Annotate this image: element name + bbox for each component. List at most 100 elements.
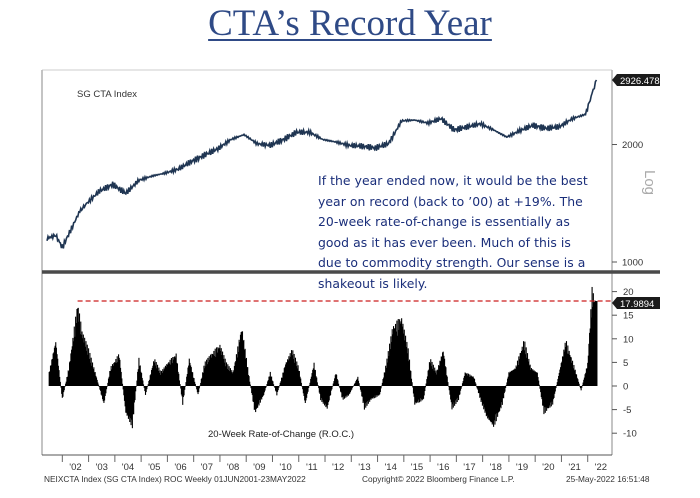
roc-bar	[414, 386, 416, 402]
roc-bar	[481, 386, 483, 401]
x-tick-label: '22	[595, 462, 607, 473]
roc-bar	[251, 386, 253, 395]
x-tick-label: '04	[122, 462, 134, 473]
roc-bar	[202, 372, 204, 386]
roc-bar	[75, 323, 77, 386]
roc-bar	[98, 386, 100, 387]
roc-bar	[363, 386, 365, 410]
roc-bar	[379, 386, 381, 395]
roc-bar	[574, 370, 576, 386]
roc-bar	[344, 386, 346, 396]
roc-bar	[426, 376, 429, 386]
roc-bar	[248, 376, 250, 386]
roc-bar	[495, 386, 497, 415]
roc-bar	[65, 383, 67, 386]
roc-bar	[130, 386, 132, 426]
roc-bar	[436, 374, 438, 386]
roc-bar	[68, 371, 70, 386]
roc-bar	[212, 354, 214, 386]
roc-bar	[433, 370, 435, 386]
roc-bar	[534, 371, 536, 386]
x-tick-label: '07	[201, 462, 213, 473]
roc-bar	[162, 371, 165, 386]
roc-bar	[544, 386, 546, 413]
roc-bar	[225, 366, 227, 386]
roc-bar	[361, 386, 363, 397]
roc-bar	[408, 359, 411, 386]
roc-bar	[129, 386, 131, 423]
roc-bar	[308, 386, 310, 388]
roc-bar	[223, 362, 226, 386]
roc-bar	[104, 386, 106, 401]
roc-bar	[87, 354, 89, 386]
roc-bar	[539, 386, 541, 389]
roc-bar	[114, 362, 116, 386]
roc-bar	[107, 382, 109, 386]
roc-bar	[385, 365, 387, 386]
roc-bar	[381, 385, 383, 387]
roc-bar	[96, 379, 98, 386]
roc-bar	[336, 374, 338, 386]
roc-bar	[587, 362, 589, 386]
roc-bar	[464, 372, 466, 386]
roc-bar	[172, 359, 175, 386]
roc-bar	[345, 386, 347, 398]
roc-bar	[72, 337, 74, 386]
roc-bar	[492, 386, 494, 424]
roc-bar	[389, 343, 391, 386]
roc-bar	[185, 382, 187, 386]
roc-bar	[210, 357, 212, 386]
roc-bar	[121, 378, 123, 386]
roc-bar	[309, 382, 311, 386]
roc-bar	[516, 360, 519, 386]
roc-bar	[241, 331, 244, 386]
roc-bar	[436, 369, 438, 386]
roc-bar	[48, 372, 50, 386]
roc-bar	[569, 354, 571, 386]
roc-bar	[170, 364, 172, 386]
roc-bar	[240, 332, 242, 386]
roc-bar	[566, 353, 568, 386]
roc-bar	[82, 334, 84, 386]
roc-bar	[371, 386, 373, 399]
roc-bar	[218, 348, 220, 386]
roc-bar	[182, 386, 184, 398]
roc-bar	[305, 386, 307, 401]
roc-bar	[343, 386, 345, 397]
roc-bar	[523, 341, 525, 386]
roc-bar	[164, 369, 166, 386]
roc-bar	[180, 386, 182, 389]
roc-bar	[431, 361, 433, 386]
roc-bar	[64, 386, 66, 387]
roc-bar	[60, 386, 62, 388]
roc-bar	[587, 355, 589, 386]
roc-bar	[429, 363, 431, 386]
roc-bar	[86, 344, 88, 386]
roc-bar	[518, 356, 520, 386]
roc-bar	[322, 386, 324, 400]
roc-bar	[343, 386, 346, 399]
roc-bar	[571, 362, 573, 386]
roc-bar	[153, 362, 155, 386]
roc-bar	[74, 336, 76, 386]
roc-bar	[247, 367, 249, 386]
roc-bar	[425, 383, 427, 386]
roc-bar	[197, 386, 199, 395]
roc-bar	[560, 367, 562, 386]
roc-bar	[239, 342, 241, 386]
roc-bar	[511, 370, 513, 386]
roc-bar	[142, 384, 145, 386]
roc-bar	[440, 356, 442, 386]
x-tick-label: '08	[227, 462, 239, 473]
lower-tick-label: 15	[623, 311, 634, 322]
roc-bar	[577, 381, 580, 386]
x-tick-label: '10	[279, 462, 291, 473]
footer-source: NEIXCTA Index (SG CTA Index) ROC Weekly …	[44, 474, 306, 484]
roc-bar	[61, 386, 63, 394]
roc-bar	[215, 356, 217, 386]
roc-bar	[491, 386, 493, 425]
roc-bar	[444, 358, 446, 386]
roc-bar	[465, 373, 467, 386]
roc-bar	[294, 362, 296, 386]
